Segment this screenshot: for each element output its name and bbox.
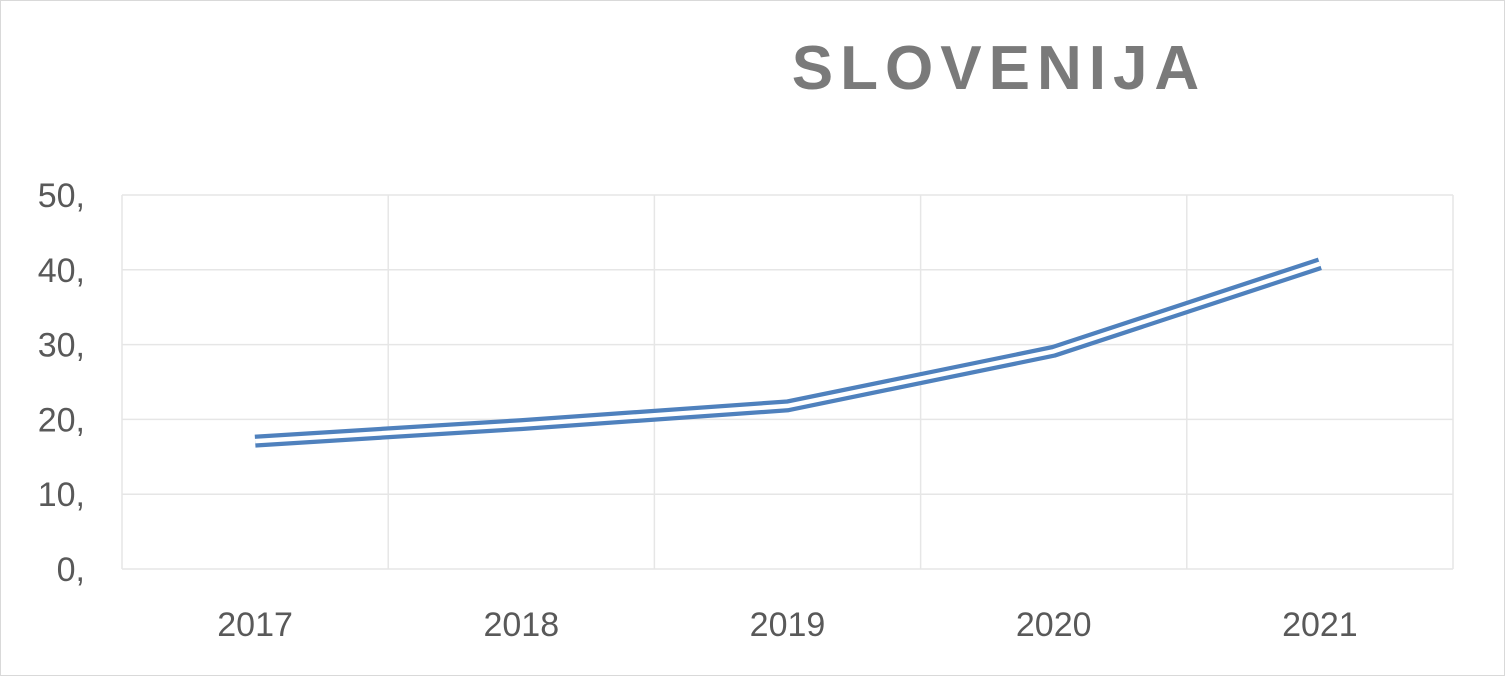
gridlines bbox=[121, 194, 1454, 570]
y-tick-label: 30, bbox=[38, 327, 85, 365]
x-tick-label: 2019 bbox=[750, 606, 826, 644]
series-line-core bbox=[254, 261, 1321, 444]
y-tick-label: 10, bbox=[38, 476, 85, 514]
series-layer bbox=[254, 257, 1322, 448]
y-tick-label: 50, bbox=[38, 177, 85, 215]
x-tick-label: 2017 bbox=[217, 606, 293, 644]
y-axis: 0, 10, 20, 30, 40, 50, bbox=[38, 177, 85, 589]
y-tick-label: 40, bbox=[38, 252, 85, 290]
y-tick-label: 0, bbox=[57, 551, 85, 589]
x-axis: 2017 2018 2019 2020 2021 bbox=[217, 606, 1357, 644]
series-line bbox=[254, 257, 1322, 448]
x-tick-label: 2021 bbox=[1282, 606, 1358, 644]
x-tick-label: 2018 bbox=[483, 606, 559, 644]
y-tick-label: 20, bbox=[38, 401, 85, 439]
x-tick-label: 2020 bbox=[1016, 606, 1092, 644]
chart-title: SLOVENIJA bbox=[792, 34, 1206, 103]
